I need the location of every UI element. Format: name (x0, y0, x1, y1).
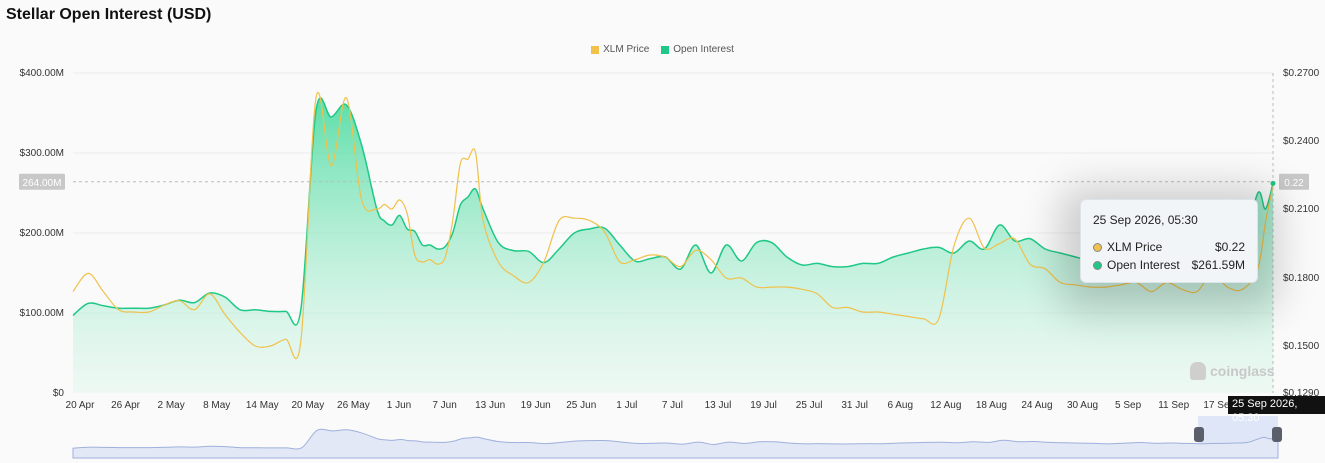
y-right-tick-label: $0.2400 (1283, 136, 1320, 147)
x-tick-label: 11 Sep (1158, 400, 1189, 411)
x-tick-label: 7 Jun (432, 400, 456, 411)
x-tick-label: 7 Jul (662, 400, 683, 411)
y-right-tick-label: $0.2100 (1283, 204, 1320, 215)
y-left-tick-label: $0 (53, 388, 65, 399)
crosshair-right-label: 0.22 (1284, 178, 1304, 189)
tooltip-dot-open-interest (1093, 260, 1102, 270)
brush-handle-right[interactable] (1272, 427, 1282, 442)
brush-handle-left[interactable] (1194, 427, 1204, 442)
x-tick-label: 25 Jul (796, 400, 823, 411)
y-right-tick-label: $0.1500 (1283, 341, 1320, 352)
y-right-tick-label: $0.2700 (1283, 68, 1320, 79)
x-tick-label: 31 Jul (841, 400, 868, 411)
legend-item-xlm-price[interactable]: XLM Price (591, 44, 649, 55)
x-tick-label: 19 Jul (750, 400, 777, 411)
open-interest-line[interactable] (72, 97, 1274, 326)
legend: XLM Price Open Interest (0, 44, 1325, 55)
tooltip-dot-xlm-price (1093, 242, 1102, 252)
x-tick-label: 5 Sep (1115, 400, 1142, 411)
open-interest-area (73, 97, 1273, 393)
chart-title: Stellar Open Interest (USD) (6, 6, 212, 23)
brush-overview-area (72, 428, 1279, 459)
legend-label-xlm-price: XLM Price (603, 44, 650, 55)
x-tick-label: 26 Apr (111, 400, 141, 411)
legend-label-open-interest: Open Interest (673, 44, 734, 55)
y-right-tick-label: $0.1800 (1283, 273, 1320, 284)
x-tick-label: 1 Jun (387, 400, 411, 411)
x-tick-label: 13 Jun (475, 400, 505, 411)
tooltip-time: 25 Sep 2026, 05:30 (1093, 213, 1198, 227)
x-tick-label: 13 Jul (705, 400, 732, 411)
xlm-price-line[interactable] (72, 92, 1274, 360)
crosshair-left-label: 264.00M (23, 178, 62, 189)
x-tick-label: 19 Jun (521, 400, 551, 411)
legend-swatch-xlm-price (591, 45, 600, 54)
x-tick-label: 12 Aug (930, 400, 961, 411)
x-tick-label: 8 May (203, 400, 230, 411)
tooltip-name-open-interest: Open Interest (1107, 258, 1180, 272)
x-tick-label: 26 May (337, 400, 370, 411)
y-left-tick-label: $300.00M (20, 148, 64, 159)
x-tick-label: 2 May (158, 400, 185, 411)
x-tick-label: 1 Jul (616, 400, 637, 411)
x-tick-label: 30 Aug (1067, 400, 1098, 411)
watermark: coinglass (1190, 362, 1275, 380)
x-tick-label: 17 Sep (1203, 400, 1235, 411)
y-left-tick-label: $200.00M (20, 228, 64, 239)
legend-swatch-open-interest (661, 45, 670, 54)
x-tick-label: 25 Jun (566, 400, 596, 411)
x-tick-label: 20 May (291, 400, 324, 411)
y-right-tick-label: $0.1290 (1283, 388, 1320, 399)
x-tick-label: 24 Aug (1021, 400, 1052, 411)
tooltip-value-xlm-price: $0.22 (1214, 240, 1245, 254)
crosshair-right-label-bg (1279, 173, 1309, 190)
open-interest-hover-point (1270, 180, 1276, 186)
tooltip-row-xlm-price: XLM Price $0.22 (1093, 240, 1245, 254)
tooltip-value-open-interest: $261.59M (1191, 258, 1245, 272)
x-tick-label: 14 May (246, 400, 279, 411)
watermark-text: coinglass (1210, 363, 1275, 379)
x-tick-label: 6 Aug (887, 400, 913, 411)
tooltip-row-open-interest: Open Interest $261.59M (1093, 258, 1245, 272)
crosshair-left-label-bg (19, 173, 65, 190)
tooltip-name-xlm-price: XLM Price (1107, 240, 1163, 254)
y-left-tick-label: $400.00M (20, 68, 64, 79)
crosshair-x-label: 25 Sep 2026, 05:30 (1228, 396, 1325, 424)
coinglass-logo-icon (1190, 362, 1206, 380)
tooltip: 25 Sep 2026, 05:30 XLM Price $0.22 Open … (1080, 199, 1258, 283)
y-left-tick-label: $100.00M (20, 308, 64, 319)
x-tick-label: 18 Aug (976, 400, 1007, 411)
x-tick-label: 20 Apr (66, 400, 96, 411)
legend-item-open-interest[interactable]: Open Interest (661, 44, 734, 55)
